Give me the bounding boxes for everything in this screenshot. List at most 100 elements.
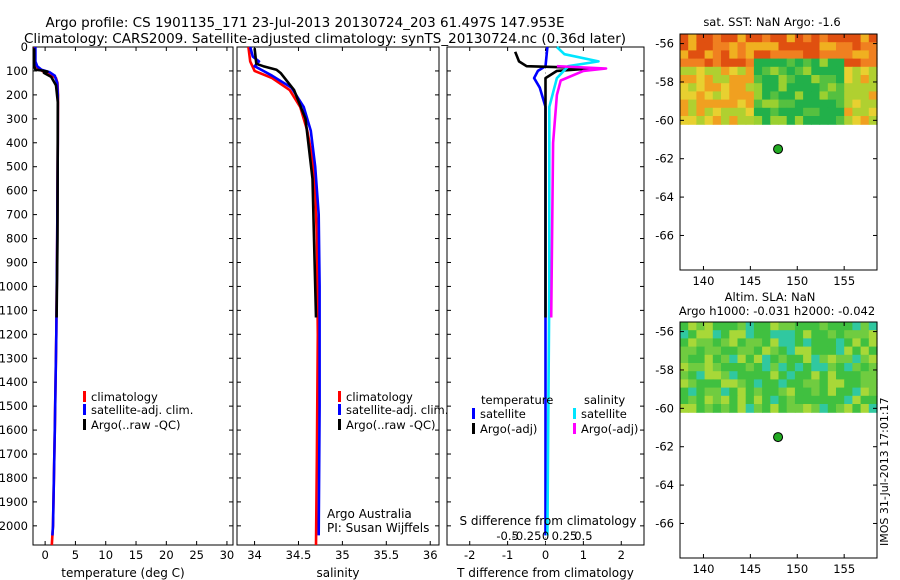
depth-tick-label: 0 — [21, 40, 28, 54]
salinity-panel: 34 34.5 35 35.5 36 salinity climatologysatelli… — [236, 46, 448, 580]
sst_map-ytick-label: -66 — [655, 228, 674, 242]
sla_map-cell — [737, 354, 747, 364]
sla_map-cell — [794, 404, 804, 413]
sst_map-cell — [819, 107, 829, 117]
sla_map-cell — [745, 363, 755, 372]
sla_map-cell — [721, 371, 730, 380]
sst_map-cell — [868, 99, 878, 109]
sla_map-cell — [836, 338, 845, 348]
sla_map-cell — [811, 354, 821, 364]
sla_map-cell — [778, 346, 788, 356]
sla_map-cell — [819, 346, 829, 356]
sst_map-cell — [836, 83, 845, 92]
sla_map-cell — [811, 330, 821, 339]
sla_map-cell — [680, 330, 689, 339]
sst_map-cell — [729, 83, 739, 92]
sla_map-cell — [811, 322, 821, 331]
sst_map-cell — [794, 91, 804, 101]
sla_map-cell — [803, 371, 812, 380]
sst_map-cell — [680, 99, 689, 109]
legend-swatch — [338, 404, 341, 415]
credit-line-2: PI: Susan Wijffels — [327, 521, 429, 535]
sla_map-cell — [794, 354, 804, 364]
sst_map-cell — [737, 50, 747, 60]
sst_map-cell — [794, 34, 804, 43]
sla_map-cell — [786, 395, 796, 405]
sst_map-cell — [803, 58, 812, 68]
sst_map-cell — [836, 66, 845, 76]
sst_map-cell — [786, 42, 796, 51]
sla_map-cell — [811, 346, 821, 356]
sst_map-cell — [680, 50, 689, 60]
differences-xlabel: T difference from climatology — [456, 566, 634, 580]
sst_map-cell — [778, 50, 788, 60]
depth-tick-label: 800 — [6, 232, 28, 246]
sst_map-cell — [852, 34, 862, 43]
sla_map-cell — [680, 395, 689, 405]
sst_map-cell — [712, 83, 722, 92]
sla_map-cell — [688, 338, 697, 348]
sst_map-cell — [778, 58, 788, 68]
sst_map-cell — [827, 66, 837, 76]
sla_map-cell — [786, 379, 796, 389]
sst_map-cell — [827, 42, 837, 51]
sst_map-cell — [860, 34, 870, 43]
sst_map-cell — [852, 99, 862, 109]
sla_map-cell — [811, 338, 821, 348]
imos-timestamp: IMOS 31-Jul-2013 17:01:17 — [878, 397, 891, 546]
sst_map-cell — [680, 58, 689, 68]
sla_map-cell — [852, 363, 862, 372]
sla_map-ytick-label: -60 — [655, 401, 674, 415]
sst_map-cell — [721, 91, 730, 101]
sla_map-cell — [704, 395, 714, 405]
sst_map-cell — [827, 75, 837, 84]
sst_map-cell — [868, 107, 878, 117]
sla_map-cell — [844, 371, 853, 380]
sla_map-cell — [696, 346, 706, 356]
sla_map-cell — [712, 322, 722, 331]
sst_map-cell — [696, 42, 706, 51]
sla_map-cell — [794, 363, 804, 372]
sla_map-cell — [827, 387, 837, 397]
sst_map-cell — [811, 42, 821, 51]
sst_map-cell — [860, 50, 870, 60]
sla_map-cell — [737, 379, 747, 389]
sla_map-cell — [836, 363, 845, 372]
sst_map-cell — [811, 50, 821, 60]
sla_map-cell — [712, 354, 722, 364]
temperature-xtick-label: 15 — [129, 548, 144, 562]
sla_map-cell — [770, 363, 780, 372]
sst_map-cell — [844, 75, 853, 84]
sst_map-cell — [770, 116, 780, 125]
sst_map-cell — [721, 42, 730, 51]
sst_map-cell — [762, 66, 771, 76]
sla_map-cell — [712, 346, 722, 356]
sst_map-cell — [770, 99, 780, 109]
sla_map-title: Altim. SLA: NaN — [725, 290, 816, 304]
sst_map-cell — [712, 34, 722, 43]
sla_map-cell — [778, 330, 788, 339]
sla_map-cell — [688, 404, 697, 413]
sst_map-cell — [729, 66, 739, 76]
sla_map-cell — [704, 387, 714, 397]
legend-label: Argo(..raw -QC) — [346, 418, 436, 432]
depth-tick-label: 1900 — [0, 495, 28, 509]
sst_map-cell — [836, 50, 845, 60]
sla_map-cell — [852, 346, 862, 356]
sst_map-cell — [827, 116, 837, 125]
sst_map-cell — [770, 34, 780, 43]
sst_map-cell — [827, 83, 837, 92]
sst_map-cell — [721, 58, 730, 68]
sla_map-cell — [712, 404, 722, 413]
sla_map-ytick-label: -62 — [655, 440, 674, 454]
sla_map-cell — [836, 346, 845, 356]
sla_map-cell — [737, 322, 747, 331]
sst_map-cell — [704, 107, 714, 117]
sla_map-cell — [721, 387, 730, 397]
sst_map-cell — [753, 50, 763, 60]
sst_map-cell — [844, 91, 853, 101]
sst_map-cell — [762, 99, 771, 109]
sla_map-cell — [737, 363, 747, 372]
sst_map-cell — [745, 42, 755, 51]
sst_map-cell — [827, 99, 837, 109]
